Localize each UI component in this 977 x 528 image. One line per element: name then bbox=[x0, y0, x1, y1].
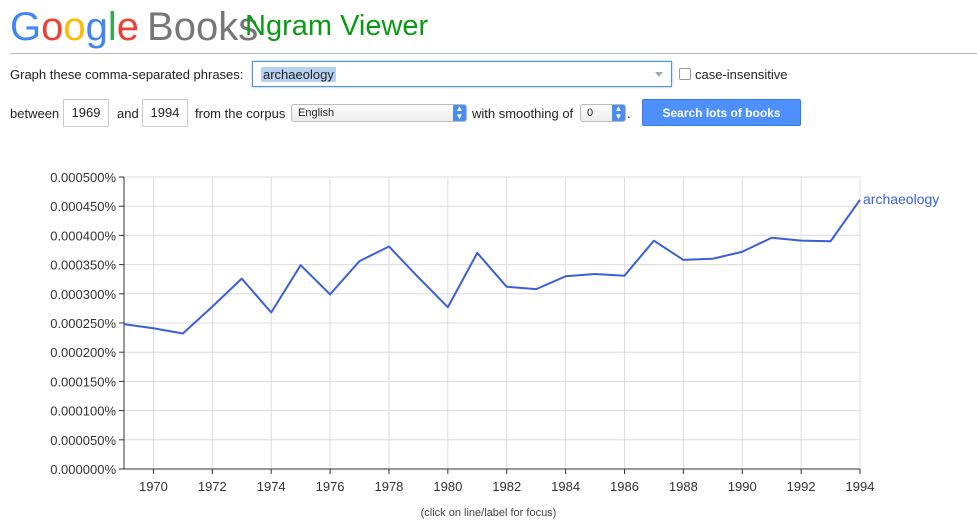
x-tick-label: 1982 bbox=[492, 479, 521, 494]
and-label: and bbox=[117, 106, 139, 121]
x-tick-label: 1986 bbox=[610, 479, 639, 494]
logo-books-text: Books bbox=[147, 5, 259, 49]
series-label-archaeology[interactable]: archaeology bbox=[863, 191, 939, 207]
y-tick-label: 0.000450% bbox=[50, 199, 116, 214]
y-tick-label: 0.000250% bbox=[50, 316, 116, 331]
data-point[interactable] bbox=[357, 259, 362, 264]
data-point[interactable] bbox=[269, 310, 274, 315]
data-point[interactable] bbox=[563, 274, 568, 279]
search-button[interactable]: Search lots of books bbox=[642, 99, 801, 126]
page-title: Ngram Viewer bbox=[245, 10, 429, 42]
x-tick-label: 1980 bbox=[433, 479, 462, 494]
select-arrows-icon: ▲ ▼ bbox=[453, 105, 466, 121]
dropdown-arrow-icon[interactable] bbox=[655, 72, 663, 77]
data-point[interactable] bbox=[622, 273, 627, 278]
x-tick-label: 1974 bbox=[257, 479, 286, 494]
y-tick-label: 0.000300% bbox=[50, 287, 116, 302]
y-tick-label: 0.000000% bbox=[50, 462, 116, 477]
google-books-logo[interactable]: Google Books bbox=[10, 4, 258, 50]
x-tick-label: 1970 bbox=[139, 479, 168, 494]
data-point[interactable] bbox=[534, 287, 539, 292]
chart-footnote: (click on line/label for focus) bbox=[420, 507, 557, 519]
x-tick-label: 1972 bbox=[198, 479, 227, 494]
data-point[interactable] bbox=[799, 238, 804, 243]
data-point[interactable] bbox=[681, 257, 686, 262]
x-tick-label: 1976 bbox=[316, 479, 345, 494]
data-point[interactable] bbox=[210, 304, 215, 309]
logo-letter-l: l bbox=[107, 5, 117, 49]
x-tick-label: 1990 bbox=[728, 479, 757, 494]
data-point[interactable] bbox=[858, 197, 863, 202]
smoothing-period: . bbox=[627, 106, 631, 121]
data-point[interactable] bbox=[651, 238, 656, 243]
corpus-select[interactable]: English ▲ ▼ bbox=[291, 104, 467, 122]
logo-letter-g2: g bbox=[85, 5, 108, 49]
x-tick-label: 1992 bbox=[787, 479, 816, 494]
logo-letter-o2: o bbox=[63, 5, 86, 49]
x-tick-label: 1988 bbox=[669, 479, 698, 494]
corpus-label: from the corpus bbox=[195, 106, 286, 121]
phrases-input-value[interactable]: archaeology bbox=[261, 67, 336, 82]
data-point[interactable] bbox=[769, 235, 774, 240]
data-point[interactable] bbox=[504, 284, 509, 289]
y-tick-label: 0.000100% bbox=[50, 404, 116, 419]
y-tick-label: 0.000500% bbox=[50, 170, 116, 185]
smoothing-select[interactable]: 0 ▲ ▼ bbox=[580, 104, 626, 122]
case-insensitive-label[interactable]: case-insensitive bbox=[695, 67, 788, 82]
end-year-input[interactable]: 1994 bbox=[142, 99, 188, 127]
start-year-input[interactable]: 1969 bbox=[63, 99, 109, 127]
logo-letter-e: e bbox=[116, 5, 140, 49]
ngram-chart[interactable]: 0.000000% 0.000050% 0.000100% 0.000150% 0.00… bbox=[0, 160, 977, 505]
data-point[interactable] bbox=[386, 244, 391, 249]
data-point[interactable] bbox=[740, 249, 745, 254]
data-point[interactable] bbox=[828, 239, 833, 244]
y-tick-label: 0.000350% bbox=[50, 258, 116, 273]
logo-letter-g: G bbox=[10, 5, 42, 49]
between-label: between bbox=[10, 106, 60, 121]
data-point[interactable] bbox=[239, 276, 244, 281]
y-tick-label: 0.000050% bbox=[50, 433, 116, 448]
smoothing-label: with smoothing of bbox=[472, 106, 574, 121]
x-tick-label: 1994 bbox=[846, 479, 875, 494]
y-tick-label: 0.000200% bbox=[50, 345, 116, 360]
data-point[interactable] bbox=[180, 331, 185, 336]
data-point[interactable] bbox=[122, 322, 127, 327]
data-point[interactable] bbox=[298, 263, 303, 268]
data-point[interactable] bbox=[151, 326, 156, 331]
series-line-archaeology[interactable] bbox=[123, 199, 861, 335]
logo-letter-o1: o bbox=[41, 5, 64, 49]
smoothing-select-value: 0 bbox=[587, 107, 594, 119]
x-tick-label: 1978 bbox=[374, 479, 403, 494]
phrases-label: Graph these comma-separated phrases: bbox=[10, 67, 244, 82]
phrases-input[interactable]: archaeology bbox=[252, 61, 672, 87]
data-point[interactable] bbox=[445, 305, 450, 310]
data-point[interactable] bbox=[328, 292, 333, 297]
corpus-select-value: English bbox=[298, 107, 335, 119]
header-divider bbox=[10, 53, 977, 54]
x-tick-label: 1984 bbox=[551, 479, 580, 494]
data-point[interactable] bbox=[710, 256, 715, 261]
y-tick-label: 0.000400% bbox=[50, 228, 116, 243]
data-point[interactable] bbox=[416, 275, 421, 280]
case-insensitive-checkbox[interactable] bbox=[679, 68, 691, 80]
select-arrows-icon: ▲ ▼ bbox=[612, 105, 625, 121]
data-point[interactable] bbox=[593, 271, 598, 276]
y-tick-label: 0.000150% bbox=[50, 374, 116, 389]
data-point[interactable] bbox=[475, 250, 480, 255]
